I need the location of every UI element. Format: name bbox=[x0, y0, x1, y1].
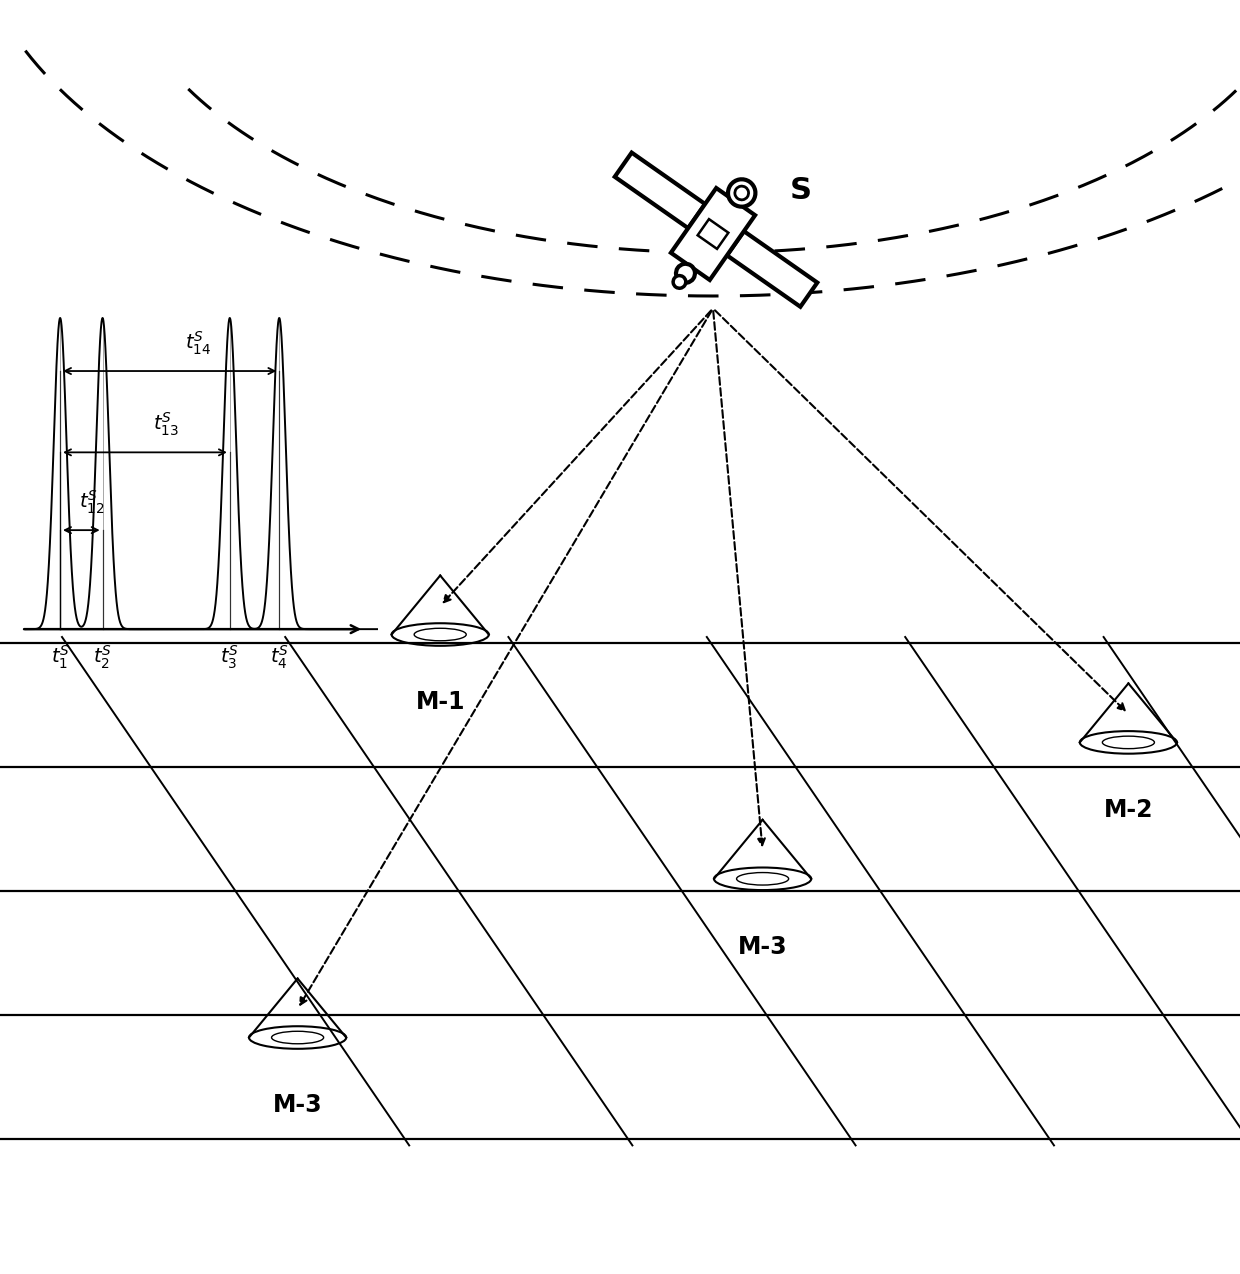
Bar bbox=[671, 189, 755, 280]
Circle shape bbox=[673, 275, 686, 288]
Circle shape bbox=[728, 180, 755, 206]
Text: S: S bbox=[790, 176, 812, 205]
Bar bbox=[615, 153, 706, 228]
Circle shape bbox=[676, 264, 694, 283]
Text: M-2: M-2 bbox=[1104, 799, 1153, 822]
Bar bbox=[698, 219, 728, 248]
Text: M-3: M-3 bbox=[273, 1093, 322, 1117]
Text: M-3: M-3 bbox=[738, 935, 787, 958]
Text: M-1: M-1 bbox=[415, 691, 465, 715]
Bar bbox=[727, 231, 817, 307]
Circle shape bbox=[735, 186, 749, 200]
